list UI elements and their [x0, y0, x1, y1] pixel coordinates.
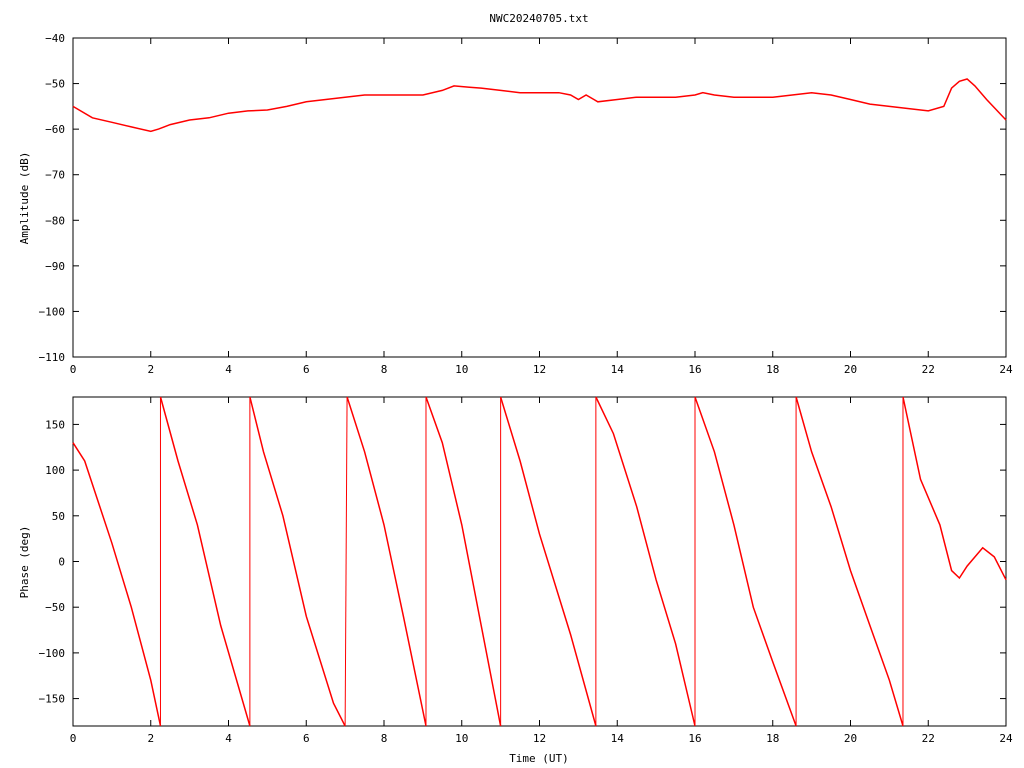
phase-series-line: [499, 396, 597, 727]
phase-y-tick-label: 0: [58, 556, 65, 569]
phase-y-tick-label: 100: [45, 464, 65, 477]
amplitude-y-ticks: −110 −100 −90 −80 −70 −60 −50 −40: [39, 32, 1006, 364]
amplitude-y-axis-label: Amplitude (dB): [18, 152, 31, 245]
phase-series-line: [694, 396, 797, 727]
amplitude-x-tick-label: 10: [455, 363, 468, 376]
phase-series-line: [346, 396, 427, 727]
amplitude-y-tick-label: −80: [45, 214, 65, 227]
amplitude-x-ticks: 0 2 4 6 8 10 12 14 16 18 20 22 24: [70, 38, 1013, 376]
phase-x-tick-label: 2: [147, 732, 154, 745]
amplitude-y-tick-label: −90: [45, 260, 65, 273]
amplitude-plot-frame: [72, 37, 1007, 358]
phase-y-tick-label: 50: [52, 510, 65, 523]
amplitude-y-tick-label: −50: [45, 78, 65, 91]
phase-x-tick-label: 8: [381, 732, 388, 745]
phase-wrap-line: [344, 396, 348, 727]
phase-x-tick-label: 18: [766, 732, 779, 745]
amplitude-series: [72, 78, 1007, 133]
amplitude-x-tick-label: 0: [70, 363, 77, 376]
phase-x-tick-label: 4: [225, 732, 232, 745]
amplitude-x-tick-label: 6: [303, 363, 310, 376]
phase-x-axis-label: Time (UT): [509, 752, 569, 765]
phase-x-tick-label: 12: [533, 732, 546, 745]
amplitude-y-tick-label: −110: [39, 351, 66, 364]
amplitude-y-tick-label: −100: [39, 305, 66, 318]
amplitude-x-tick-label: 12: [533, 363, 546, 376]
phase-series-line: [249, 396, 346, 727]
phase-series-line: [425, 396, 502, 727]
phase-x-tick-label: 10: [455, 732, 468, 745]
amplitude-x-tick-label: 14: [611, 363, 625, 376]
phase-y-ticks: −150 −100 −50 0 50 100 150: [39, 418, 1006, 706]
amplitude-x-tick-label: 24: [999, 363, 1013, 376]
amplitude-x-tick-label: 4: [225, 363, 232, 376]
amplitude-x-tick-label: 2: [147, 363, 154, 376]
phase-x-tick-label: 14: [611, 732, 625, 745]
amplitude-x-tick-label: 18: [766, 363, 779, 376]
phase-series: [72, 396, 1007, 727]
amplitude-x-tick-label: 8: [381, 363, 388, 376]
phase-series-line: [902, 396, 1007, 581]
amplitude-y-tick-label: −40: [45, 32, 65, 45]
phase-x-tick-label: 0: [70, 732, 77, 745]
phase-series-line: [72, 442, 162, 727]
phase-y-tick-label: 150: [45, 418, 65, 431]
phase-x-tick-label: 6: [303, 732, 310, 745]
phase-y-tick-label: −150: [39, 693, 66, 706]
chart-title: NWC20240705.txt: [489, 12, 588, 25]
phase-series-line: [795, 396, 904, 727]
amplitude-x-tick-label: 16: [688, 363, 701, 376]
phase-x-ticks: 0 2 4 6 8 10 12 14 16 18 20 22 24: [70, 397, 1013, 745]
phase-plot-frame: [72, 396, 1007, 727]
amplitude-y-tick-label: −70: [45, 169, 65, 182]
amplitude-panel: −110−100−90−80−70−60−50−40 0 2 4 6 8 10 12 14 16…: [18, 32, 1013, 376]
amplitude-x-tick-label: 22: [922, 363, 935, 376]
phase-series-line: [595, 396, 696, 727]
amplitude-x-tick-label: 20: [844, 363, 857, 376]
phase-x-tick-label: 24: [999, 732, 1013, 745]
phase-y-axis-label: Phase (deg): [18, 526, 31, 599]
phase-x-tick-label: 22: [922, 732, 935, 745]
amplitude-series-line: [72, 78, 1007, 133]
phase-y-tick-label: −100: [39, 647, 66, 660]
phase-y-tick-label: −50: [45, 601, 65, 614]
amplitude-y-tick-label: −60: [45, 123, 65, 136]
phase-x-tick-label: 20: [844, 732, 857, 745]
phase-x-tick-label: 16: [688, 732, 701, 745]
phase-series-line: [159, 396, 251, 727]
